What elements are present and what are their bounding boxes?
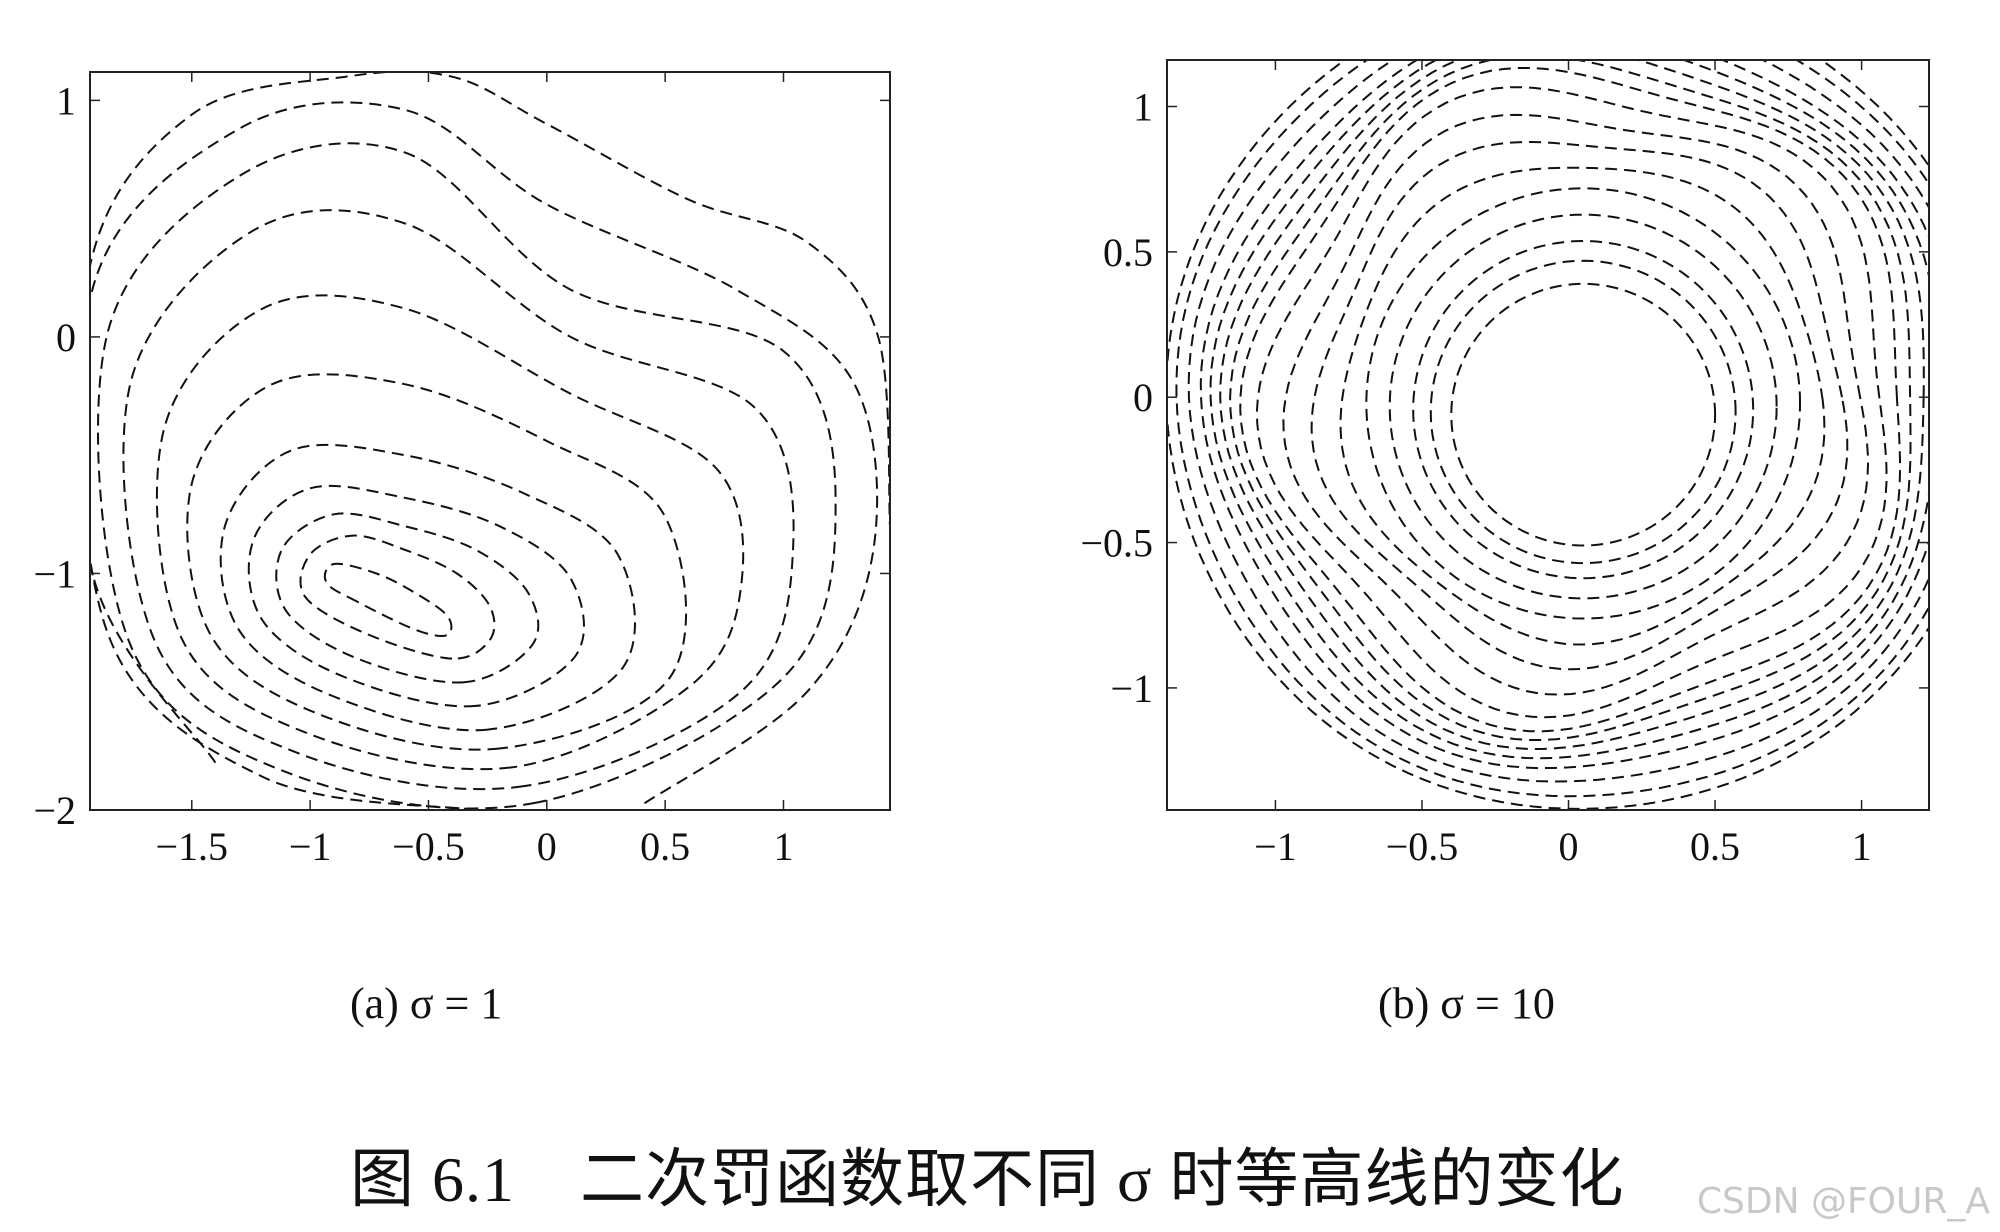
x-tick-label-b: 0.5 — [1690, 824, 1740, 869]
contour-line-b — [1167, 60, 1929, 810]
contour-line-b — [1239, 67, 1901, 733]
contour-line-a — [247, 484, 585, 708]
y-tick-label-b: 0 — [1133, 375, 1153, 420]
x-tick-label-b: 0 — [1559, 824, 1579, 869]
contour-line-a — [122, 209, 795, 791]
y-tick-label-b: 1 — [1133, 85, 1153, 130]
contour-line-a — [90, 72, 890, 764]
axis-ticks-b: −1 −0.5 0 0.5 1 −1 −0.5 0 0.5 1 — [1080, 60, 1929, 869]
contour-line-b — [1209, 60, 1929, 760]
contour-line-b — [1365, 187, 1802, 620]
contour-lines-b — [1167, 60, 1929, 810]
subcaption-a: (a) σ = 1 — [350, 979, 503, 1028]
contour-line-a — [90, 101, 879, 810]
contour-line-b — [1255, 86, 1888, 719]
contour-line-a — [155, 294, 745, 771]
contour-line-b — [1450, 282, 1717, 547]
contour-line-b — [1199, 60, 1929, 770]
contour-line-b — [1310, 140, 1849, 671]
contour-line-b — [1187, 60, 1929, 783]
contour-plot-a: −1.5 −1 −0.5 0 0.5 1 −2 −1 0 1 — [33, 71, 891, 869]
x-tick-label-a: −0.5 — [392, 824, 465, 869]
y-tick-label-b: −1 — [1110, 666, 1153, 711]
axis-ticks-a: −1.5 −1 −0.5 0 0.5 1 −2 −1 0 1 — [33, 72, 890, 869]
x-tick-label-b: −0.5 — [1386, 824, 1459, 869]
x-tick-label-a: 1 — [773, 824, 793, 869]
x-tick-label-a: −1 — [289, 824, 332, 869]
contour-line-b — [1339, 166, 1826, 646]
y-tick-label-a: −2 — [33, 788, 76, 833]
contour-line-a — [96, 142, 837, 810]
y-tick-label-a: −1 — [33, 551, 76, 596]
contour-line-b — [1282, 113, 1870, 696]
plot-frame-a — [89, 71, 891, 811]
contour-lines-a — [90, 72, 890, 810]
x-tick-label-b: −1 — [1254, 824, 1297, 869]
x-tick-label-a: −1.5 — [155, 824, 228, 869]
y-tick-label-b: −0.5 — [1080, 521, 1153, 566]
x-tick-label-a: 0 — [537, 824, 557, 869]
contour-line-a — [299, 534, 496, 660]
subcaption-b: (b) σ = 10 — [1378, 979, 1555, 1028]
x-tick-label-b: 1 — [1852, 824, 1872, 869]
contour-line-b — [1175, 60, 1929, 798]
contour-line-b — [1429, 259, 1737, 565]
figure-caption: 图 6.1 二次罚函数取不同 σ 时等高线的变化 — [350, 1144, 1625, 1215]
watermark: CSDN @FOUR_A — [1696, 1181, 1990, 1222]
y-tick-label-b: 0.5 — [1103, 230, 1153, 275]
contour-plot-b: −1 −0.5 0 0.5 1 −1 −0.5 0 0.5 1 — [1080, 59, 1930, 869]
contour-line-b — [1219, 60, 1925, 751]
contour-line-a — [323, 562, 453, 638]
contour-line-a — [219, 443, 637, 732]
y-tick-label-a: 1 — [56, 78, 76, 123]
contour-line-b — [1388, 213, 1778, 600]
contour-line-a — [275, 512, 540, 684]
contour-line-b — [1412, 239, 1755, 580]
contour-line-b — [1229, 60, 1912, 741]
x-tick-label-a: 0.5 — [640, 824, 690, 869]
contour-line-a — [186, 373, 688, 751]
plot-frame-b — [1166, 59, 1930, 811]
y-tick-label-a: 0 — [56, 315, 76, 360]
